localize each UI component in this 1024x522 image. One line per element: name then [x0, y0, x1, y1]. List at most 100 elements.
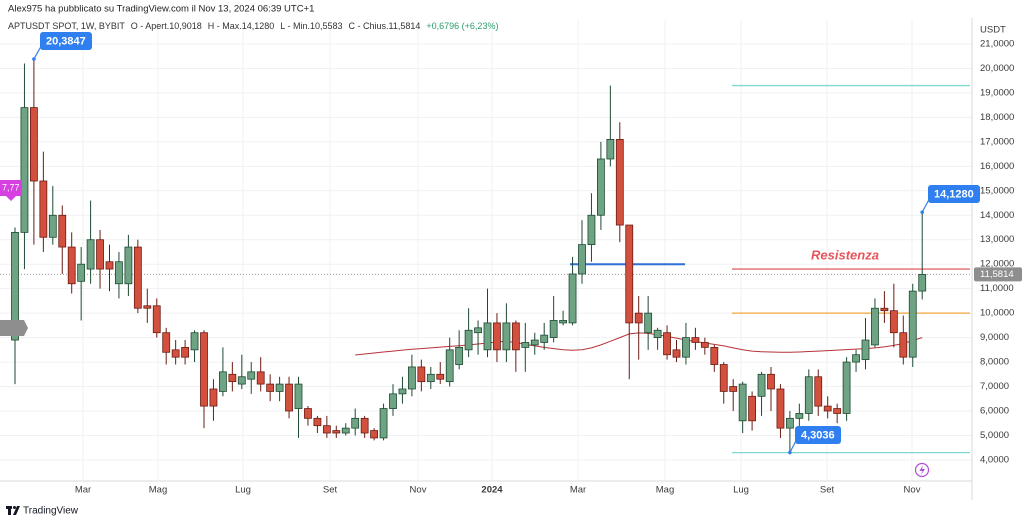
candle-body	[379, 408, 388, 439]
x-tick-label: Set	[820, 485, 835, 496]
candle-body	[294, 383, 303, 409]
candle-body	[313, 417, 322, 427]
candle-body	[360, 417, 369, 434]
level-label: Resistenza	[811, 248, 879, 263]
legend-item: L - Min.10,5583	[280, 21, 342, 31]
candle-body	[39, 180, 48, 238]
candle-body	[77, 263, 86, 282]
x-tick-label: Set	[323, 485, 338, 496]
candle-body	[710, 346, 719, 365]
annotation-label: 14,1280	[934, 188, 974, 200]
candle-body	[738, 383, 747, 422]
candle-body	[814, 376, 823, 407]
candle-body	[143, 305, 152, 309]
candle-body	[228, 373, 237, 383]
annotation-box	[928, 185, 980, 203]
candle-body	[672, 349, 681, 358]
y-tick-label: 8,0000	[980, 357, 1009, 368]
flash-icon	[914, 462, 930, 478]
y-tick-label: 10,0000	[980, 308, 1014, 319]
candle-body	[275, 383, 284, 392]
candle-body	[880, 307, 889, 312]
candle-body	[474, 327, 482, 334]
candle-body	[634, 312, 643, 324]
candle-body	[568, 273, 577, 324]
candle-body	[285, 383, 293, 412]
candle-body	[105, 261, 114, 270]
candle-body	[417, 366, 426, 383]
y-tick-label: 14,0000	[980, 210, 1014, 221]
y-tick-label: 6,0000	[980, 406, 1009, 417]
candle-body	[502, 322, 511, 351]
candle-body	[871, 307, 879, 346]
candle-body	[767, 373, 775, 390]
candle-body	[96, 239, 104, 270]
candle-body	[852, 354, 860, 363]
y-tick-label: 17,0000	[980, 136, 1014, 147]
candle-body	[152, 305, 161, 334]
y-tick-label: 13,0000	[980, 234, 1014, 245]
candle-body	[266, 383, 275, 392]
x-tick-label: Mag	[656, 485, 674, 496]
edge-tag-grey	[0, 320, 28, 336]
grid	[0, 20, 972, 480]
candle-body	[171, 349, 180, 358]
candle-body	[748, 395, 756, 422]
candle-body	[455, 346, 464, 365]
currency: USDT	[980, 25, 1006, 36]
annotation-dot	[920, 210, 924, 214]
candle-body	[786, 417, 794, 429]
y-tick-label: 19,0000	[980, 87, 1014, 98]
x-tick-label: Mar	[570, 485, 586, 496]
x-tick-label: Lug	[733, 485, 749, 496]
footer: TradingView	[23, 506, 79, 517]
candle-body	[181, 346, 190, 358]
y-tick-label: 20,0000	[980, 63, 1014, 74]
candle-body	[842, 361, 851, 414]
candle-body	[776, 388, 785, 429]
y-tick-label: 11,0000	[980, 283, 1014, 294]
y-tick-label: 12,0000	[980, 259, 1014, 270]
candle-body	[426, 373, 435, 383]
y-tick-label: 7,0000	[980, 381, 1009, 392]
candle-body	[597, 158, 605, 216]
candle-body	[218, 371, 227, 392]
candle-body	[48, 214, 57, 238]
candle-body	[757, 373, 766, 397]
x-tick-label: 2024	[481, 485, 503, 496]
legend: APTUSDT SPOT, 1W, BYBIT O - Apert.10,9018…	[8, 21, 498, 31]
candle-body	[559, 320, 567, 324]
candle-body	[304, 408, 312, 419]
annotation-label: 4,3036	[801, 429, 835, 441]
candle-body	[370, 430, 379, 439]
candle-body	[861, 339, 870, 361]
annotation-box	[795, 426, 841, 444]
annotation-dot	[32, 57, 36, 61]
candle-body	[889, 310, 898, 334]
candle-body	[247, 371, 256, 380]
candle-body	[200, 332, 208, 407]
y-tick-label: 21,0000	[980, 38, 1014, 49]
candle-body	[493, 322, 501, 351]
candle-body	[899, 332, 908, 358]
candle-body	[521, 342, 530, 348]
candle-body	[700, 342, 709, 348]
annotation-label: 20,3847	[46, 35, 86, 47]
logo	[6, 506, 20, 515]
annotation-box	[40, 32, 92, 50]
candle-body	[29, 107, 38, 182]
candle-body	[389, 393, 397, 409]
legend-item: APTUSDT SPOT, 1W, BYBIT	[8, 21, 125, 31]
y-tick-label: 5,0000	[980, 430, 1009, 441]
y-tick-label: 4,0000	[980, 454, 1009, 465]
candle-body	[58, 214, 67, 248]
candle-body	[578, 244, 586, 275]
candle-body	[124, 246, 133, 285]
last-price-label: 11,5814	[980, 269, 1014, 280]
candle-body	[795, 413, 804, 419]
x-tick-label: Nov	[904, 485, 921, 496]
candle-body	[644, 312, 653, 334]
candle-body	[341, 427, 350, 434]
x-tick-label: Lug	[235, 485, 251, 496]
